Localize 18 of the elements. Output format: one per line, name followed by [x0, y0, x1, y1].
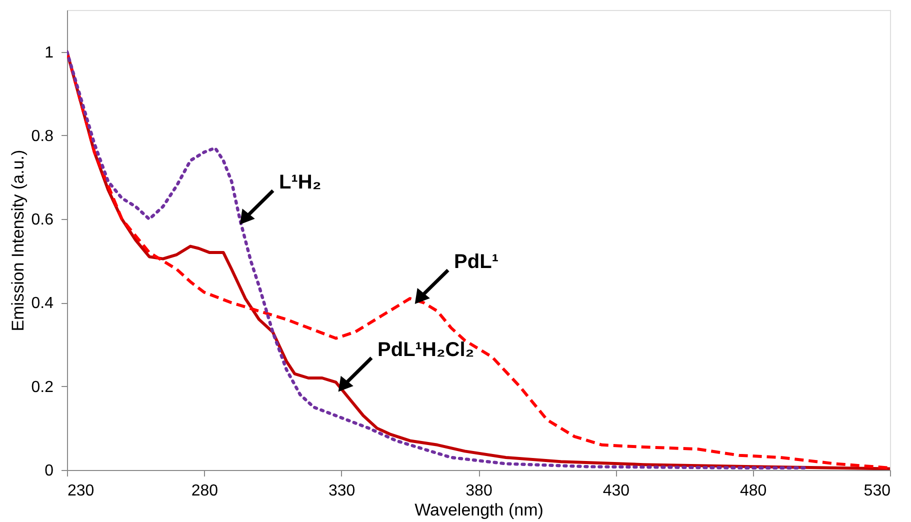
annotation: PdL¹: [454, 251, 499, 274]
x-tick-label: 380: [466, 482, 492, 500]
x-tick-label: 330: [328, 482, 356, 500]
annotation: L¹H₂: [279, 172, 322, 194]
y-tick-label: 0.6: [31, 212, 54, 229]
y-tick-label: 0.4: [31, 295, 54, 312]
x-tick-label: 430: [602, 482, 630, 500]
y-tick-label: 0.8: [31, 128, 54, 145]
x-tick-label: 480: [740, 482, 767, 500]
y-tick-label: 0.2: [31, 378, 54, 396]
x-axis-title: Wavelength (nm): [414, 500, 544, 520]
x-tick-label: 230: [68, 482, 94, 500]
annotation: PdL¹H₂Cl₂: [378, 338, 474, 361]
x-tick-label: 280: [191, 482, 218, 500]
y-axis-title: Emission Intensity (a.u.): [8, 150, 28, 332]
x-tick-label: 530: [864, 482, 891, 500]
y-tick-label: 1: [44, 44, 54, 62]
y-tick-label: 0: [44, 462, 54, 480]
